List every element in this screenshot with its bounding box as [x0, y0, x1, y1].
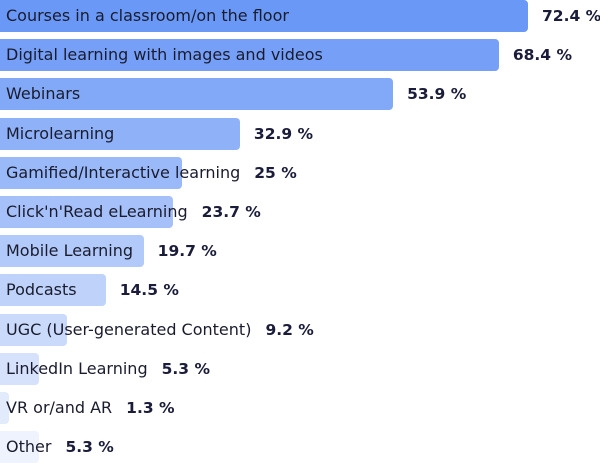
bar	[0, 313, 68, 346]
value-label: 14.5 %	[119, 281, 179, 300]
category-label: Courses in a classroom/on the floor	[6, 6, 289, 25]
value-label: 72.4 %	[542, 7, 600, 25]
value-label: 1.3 %	[126, 399, 175, 417]
value-label: 19.7 %	[157, 242, 217, 261]
bar	[0, 156, 183, 189]
category-label: Webinars	[6, 84, 81, 104]
bar-row: Gamified/Interactive learning 25 %	[0, 156, 600, 189]
value-label: 53.9 %	[407, 85, 467, 104]
bar	[0, 392, 10, 424]
bar	[0, 196, 173, 228]
bar-row: VR or/and AR 1.3 %	[0, 392, 600, 424]
category-label: Digital learning with images and videos	[6, 45, 323, 65]
category-label: LinkedIn Learning	[6, 358, 148, 378]
category-label: Other	[6, 437, 52, 457]
category-label: Mobile Learning	[6, 241, 134, 261]
category-label: UGC (User-generated Content)	[6, 319, 252, 339]
value-label: 5.3 %	[65, 438, 114, 457]
bar-row: Digital learning with images and videos 6…	[0, 39, 600, 72]
bar-row: Microlearning 32.9 %	[0, 117, 600, 150]
bar	[0, 274, 106, 307]
bar	[0, 39, 499, 72]
bar-row: Mobile Learning 19.7 %	[0, 235, 600, 268]
category-label: Gamified/Interactive learning	[6, 162, 241, 182]
bar-row: Other 5.3 %	[0, 431, 600, 463]
category-label: Click'n'Read eLearning	[6, 202, 188, 221]
value-label: 32.9 %	[253, 124, 314, 143]
value-label: 68.4 %	[512, 46, 572, 65]
bar	[0, 117, 240, 150]
bar	[0, 78, 394, 111]
category-label: VR or/and AR	[6, 398, 113, 417]
bar-row: Click'n'Read eLearning 23.7 %	[0, 196, 600, 228]
bar-row: LinkedIn Learning 5.3 %	[0, 352, 600, 385]
bar	[0, 235, 144, 268]
bar	[0, 352, 39, 385]
bar-row: UGC (User-generated Content) 9.2 %	[0, 313, 600, 346]
category-label: Microlearning	[6, 123, 115, 143]
bar	[0, 431, 39, 463]
bar	[0, 0, 528, 32]
bar-row: Webinars 53.9 %	[0, 78, 600, 111]
bar-row: Courses in a classroom/on the floor 72.4 …	[0, 0, 600, 32]
value-label: 23.7 %	[201, 203, 261, 221]
bar-row: Podcasts 14.5 %	[0, 274, 600, 307]
category-label: Podcasts	[6, 280, 77, 300]
value-label: 9.2 %	[265, 320, 314, 339]
value-label: 25 %	[254, 163, 297, 182]
value-label: 5.3 %	[161, 359, 210, 378]
